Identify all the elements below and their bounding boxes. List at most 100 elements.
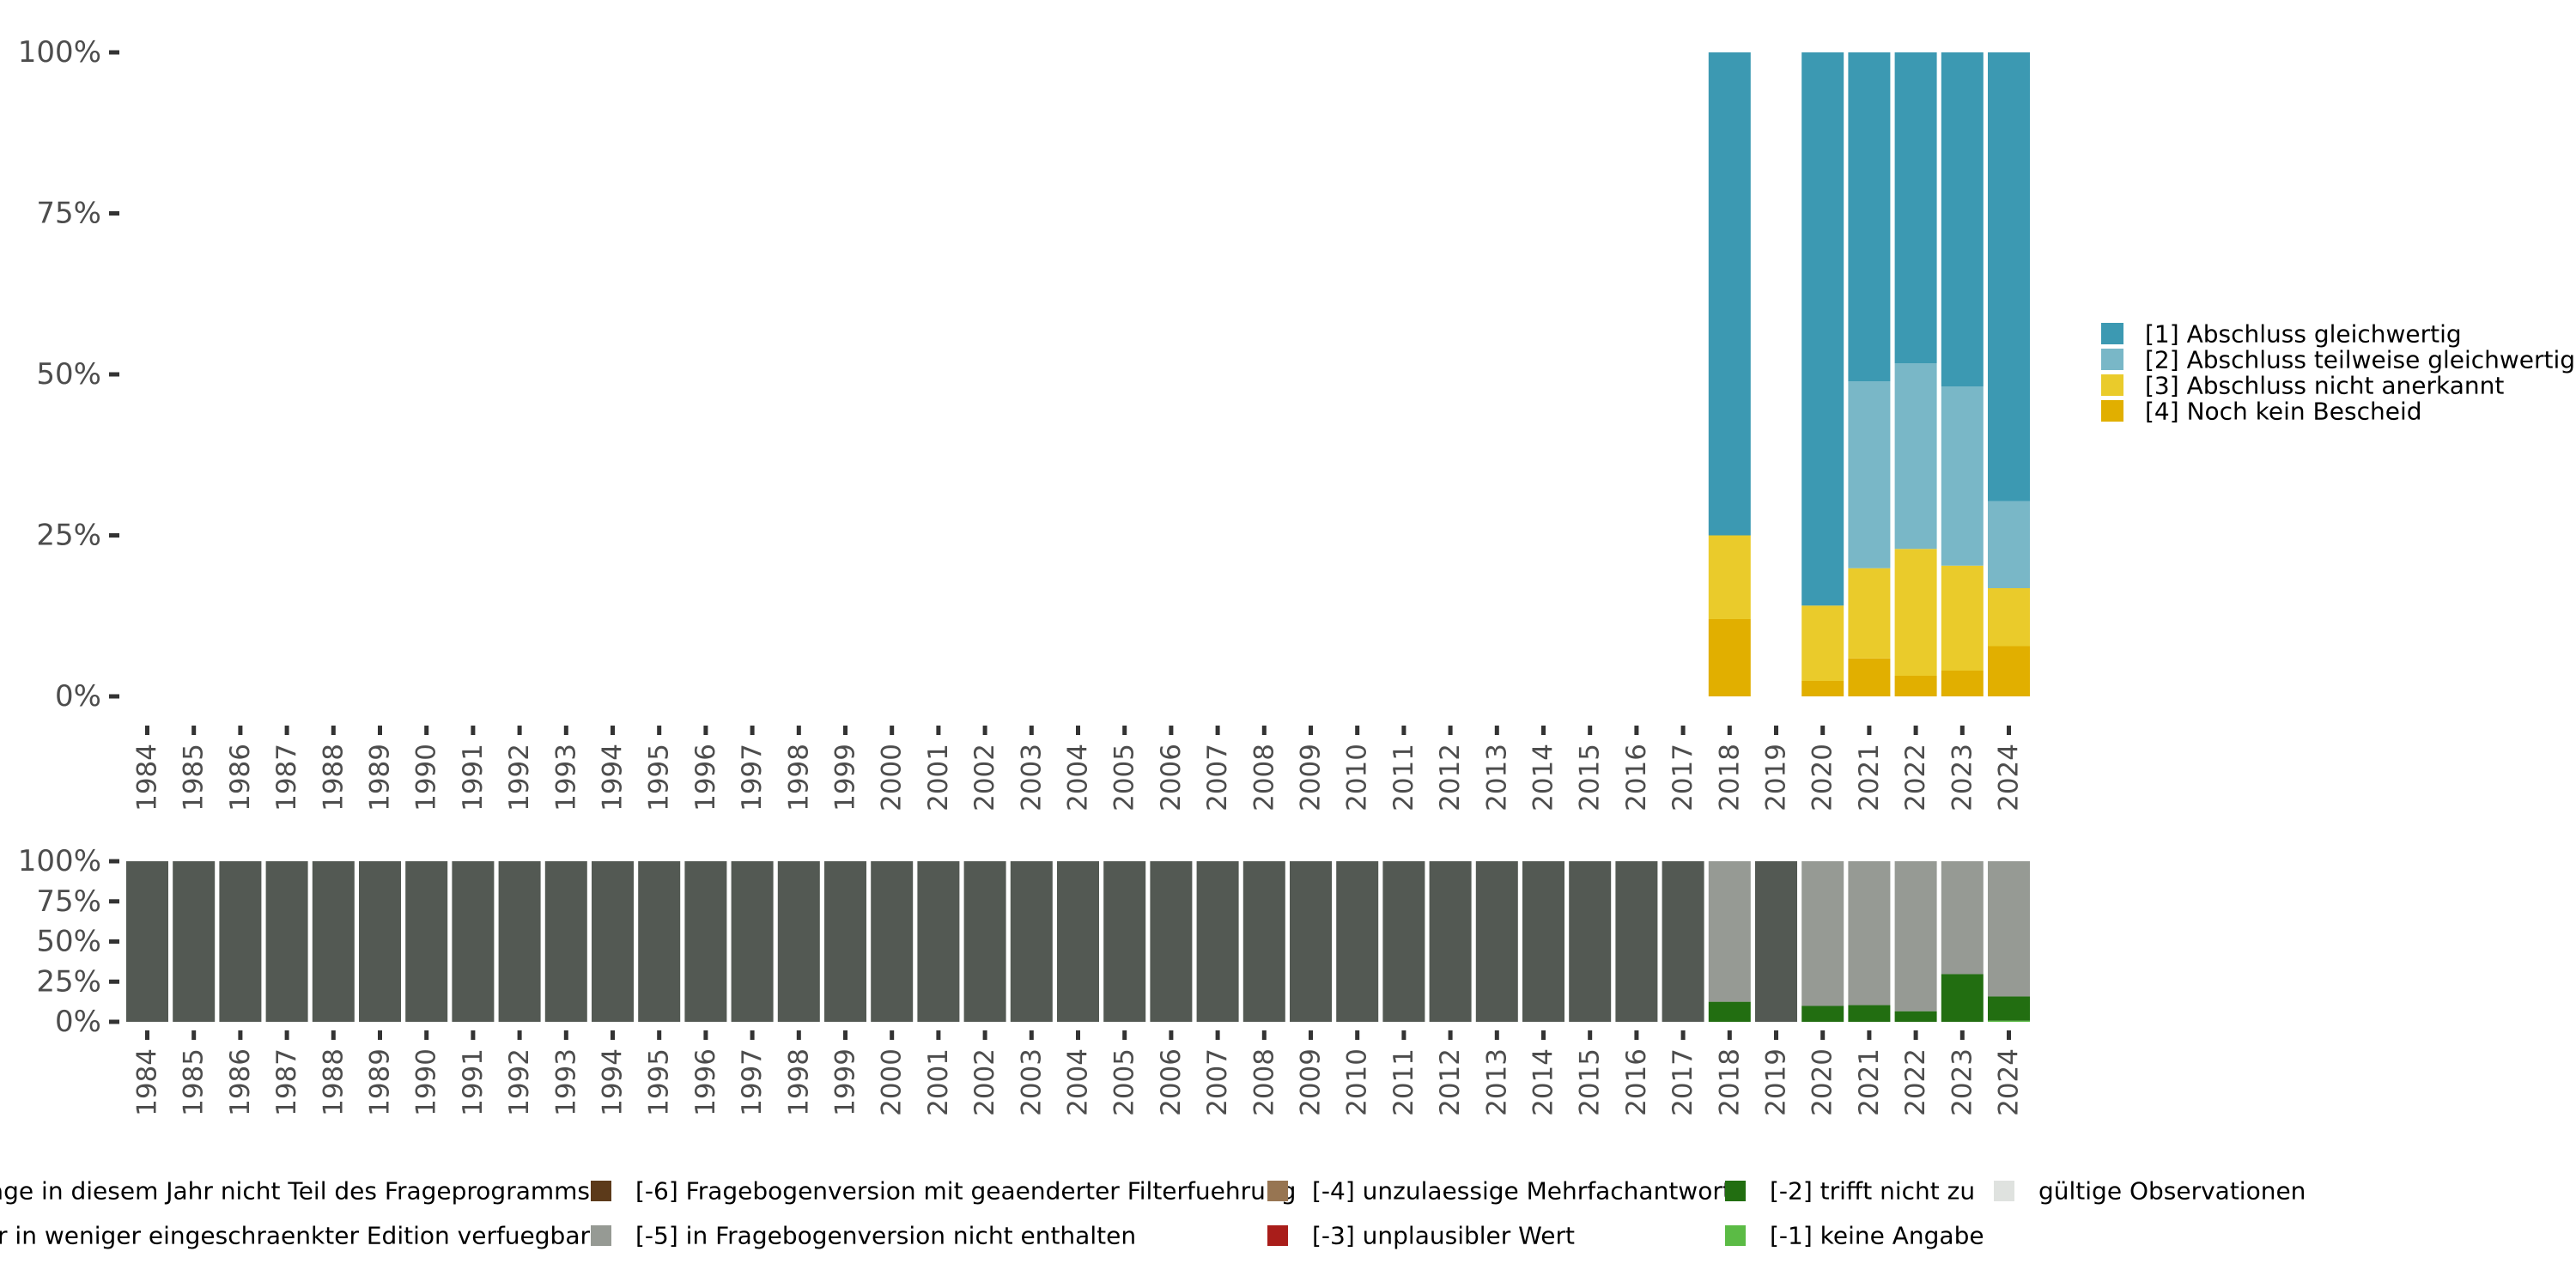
bar-segment [1196,861,1239,1022]
x-tick-label: 2005 [1109,1048,1140,1116]
bar-segment [871,861,914,1022]
x-tick-label: 1995 [644,744,675,811]
x-tick-label: 2015 [1575,744,1606,811]
x-tick-label: 1985 [179,1048,210,1116]
bar-segment [1894,1011,1937,1022]
bar-segment [1848,1005,1891,1022]
bar-segment [777,861,820,1022]
x-tick-label: 2019 [1761,744,1792,811]
x-tick-label: 1998 [783,744,814,811]
x-tick-label: 2024 [1994,1048,2025,1116]
top-chart-panel: 0% 25% 50% 75% 100% 1984 1985 1986 1987 1988 1989 1… [18,35,2030,811]
y-tick-label: 50% [36,357,101,392]
y-tick-label: 100% [18,35,101,70]
legend-swatch [591,1181,611,1201]
x-tick-label: 1996 [690,744,721,811]
bar-segment [1988,646,2030,696]
bar-segment [1708,535,1751,619]
x-tick-label: 1991 [458,744,489,811]
legend-swatch [1994,1181,2014,1201]
bar-segment [405,861,448,1022]
x-tick-label: 2018 [1714,744,1745,811]
bar-segment [1336,861,1379,1022]
x-tick-label: 1991 [458,1048,489,1116]
bar-segment [1708,861,1751,1002]
bar-segment [1941,386,1984,566]
bar-segment [1708,1001,1751,1022]
x-tick-label: 1994 [598,744,629,811]
bar-segment [1662,861,1704,1022]
bar-segment [1382,861,1425,1022]
x-tick-label: 2008 [1249,1048,1279,1116]
x-tick-label: 2020 [1807,1048,1838,1116]
x-tick-label: 1989 [365,744,396,811]
bar-segment [1941,52,1984,387]
x-tick-label: 2006 [1156,1048,1187,1116]
y-tick-label: 75% [36,884,101,919]
x-tick-label: 1986 [225,1048,256,1116]
x-tick-label: 2002 [969,1048,1000,1116]
bar-segment [312,861,355,1022]
bar-segment [1615,861,1658,1022]
bar-segment [173,861,216,1022]
y-tick-label: 25% [36,519,101,553]
x-tick-label: 1987 [271,744,302,811]
top-chart-legend: [1] Abschluss gleichwertig[2] Abschluss … [2101,320,2575,426]
x-tick-label: 2023 [1947,1048,1978,1116]
bar-segment [1988,996,2030,1021]
bar-segment [1801,681,1844,696]
y-tick-label: 0% [55,1005,101,1039]
x-tick-label: 2003 [1016,1048,1047,1116]
x-tick-label: 1984 [132,1048,163,1116]
x-tick-label: 2004 [1063,1048,1094,1116]
y-tick-label: 0% [55,679,101,714]
x-tick-label: 2021 [1854,1048,1885,1116]
legend-label: [-4] unzulaessige Mehrfachantwort [1312,1177,1732,1206]
x-tick-label: 2016 [1621,1048,1652,1116]
y-tick-label: 25% [36,964,101,999]
bar-segment [498,861,541,1022]
x-tick-label: 2022 [1900,744,1931,811]
x-tick-label: 1995 [644,1048,675,1116]
bar-segment [1475,861,1518,1022]
x-tick-label: 2016 [1621,744,1652,811]
x-tick-label: 1987 [271,1048,302,1116]
bar-segment [1150,861,1193,1022]
x-tick-label: 2012 [1435,1048,1466,1116]
x-tick-label: 2019 [1761,1048,1792,1116]
legend-label: [3] Abschluss nicht anerkannt [2145,372,2504,400]
bar-segment [1988,588,2030,647]
x-tick-label: 1990 [411,744,442,811]
x-tick-label: 2001 [923,744,954,811]
bar-segment [1848,52,1891,382]
bar-segment [1290,861,1332,1022]
x-tick-label: 2017 [1668,1048,1698,1116]
x-tick-label: 2009 [1296,744,1327,811]
bar-segment [1848,381,1891,568]
x-tick-label: 1996 [690,1048,721,1116]
y-tick-label: 50% [36,925,101,959]
x-tick-label: 1993 [550,744,581,811]
legend-swatch [1267,1225,1288,1246]
bar-segment [1894,549,1937,676]
bar-segment [1988,501,2030,588]
x-tick-label: 1992 [504,744,535,811]
bar-segment [1941,861,1984,975]
bar-segment [265,861,308,1022]
legend-swatch [591,1225,611,1246]
bar-segment [1988,1020,2030,1022]
bar-segment [1848,861,1891,1005]
bar-segment [1801,861,1844,1006]
x-tick-label: 2010 [1342,744,1373,811]
legend-swatch [2101,349,2123,370]
bar-segment [684,861,727,1022]
bar-segment [592,861,634,1022]
x-tick-label: 2007 [1202,744,1233,811]
bar-segment [1010,861,1053,1022]
x-tick-label: 2007 [1202,1048,1233,1116]
bar-segment [638,861,681,1022]
bar-segment [824,861,866,1022]
x-tick-label: 1997 [737,744,768,811]
x-tick-label: 2009 [1296,1048,1327,1116]
